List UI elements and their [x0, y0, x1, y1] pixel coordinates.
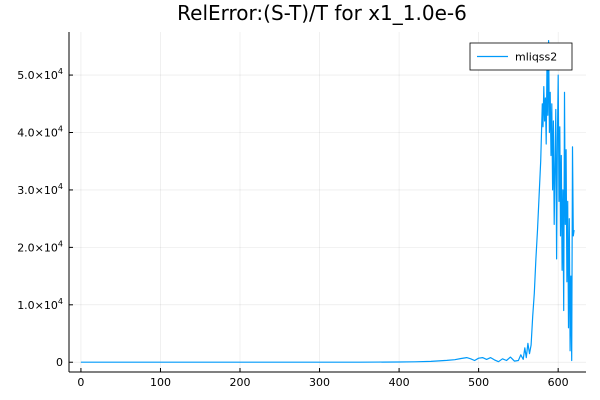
- y-axis-ticks: 0 1.0×104 2.0×104 3.0×104 4.0×104 5.0×104: [17, 67, 73, 369]
- x-tick-label: 200: [230, 376, 251, 389]
- y-tick-label: 5.0×104: [17, 67, 63, 82]
- chart-title: RelError:(S-T)/T for x1_1.0e-6: [177, 1, 467, 25]
- x-tick-label: 500: [468, 376, 489, 389]
- legend: mliqss2: [469, 42, 573, 71]
- x-tick-label: 400: [389, 376, 410, 389]
- series-line-mliqss2: [80, 39, 575, 363]
- x-tick-label: 0: [77, 376, 84, 389]
- y-tick-label: 2.0×104: [17, 239, 63, 254]
- axes: [68, 32, 586, 373]
- x-tick-label: 300: [309, 376, 330, 389]
- y-tick-label: 4.0×104: [17, 125, 63, 140]
- x-tick-label: 600: [548, 376, 569, 389]
- y-tick-label: 0: [56, 356, 63, 369]
- x-tick-label: 100: [150, 376, 171, 389]
- grid-lines: [69, 32, 586, 372]
- series-layer: [80, 39, 575, 363]
- y-tick-label: 3.0×104: [17, 182, 63, 197]
- x-axis-ticks: 0 100 200 300 400 500 600: [77, 368, 569, 389]
- y-tick-label: 1.0×104: [17, 297, 63, 312]
- legend-label: mliqss2: [515, 51, 557, 64]
